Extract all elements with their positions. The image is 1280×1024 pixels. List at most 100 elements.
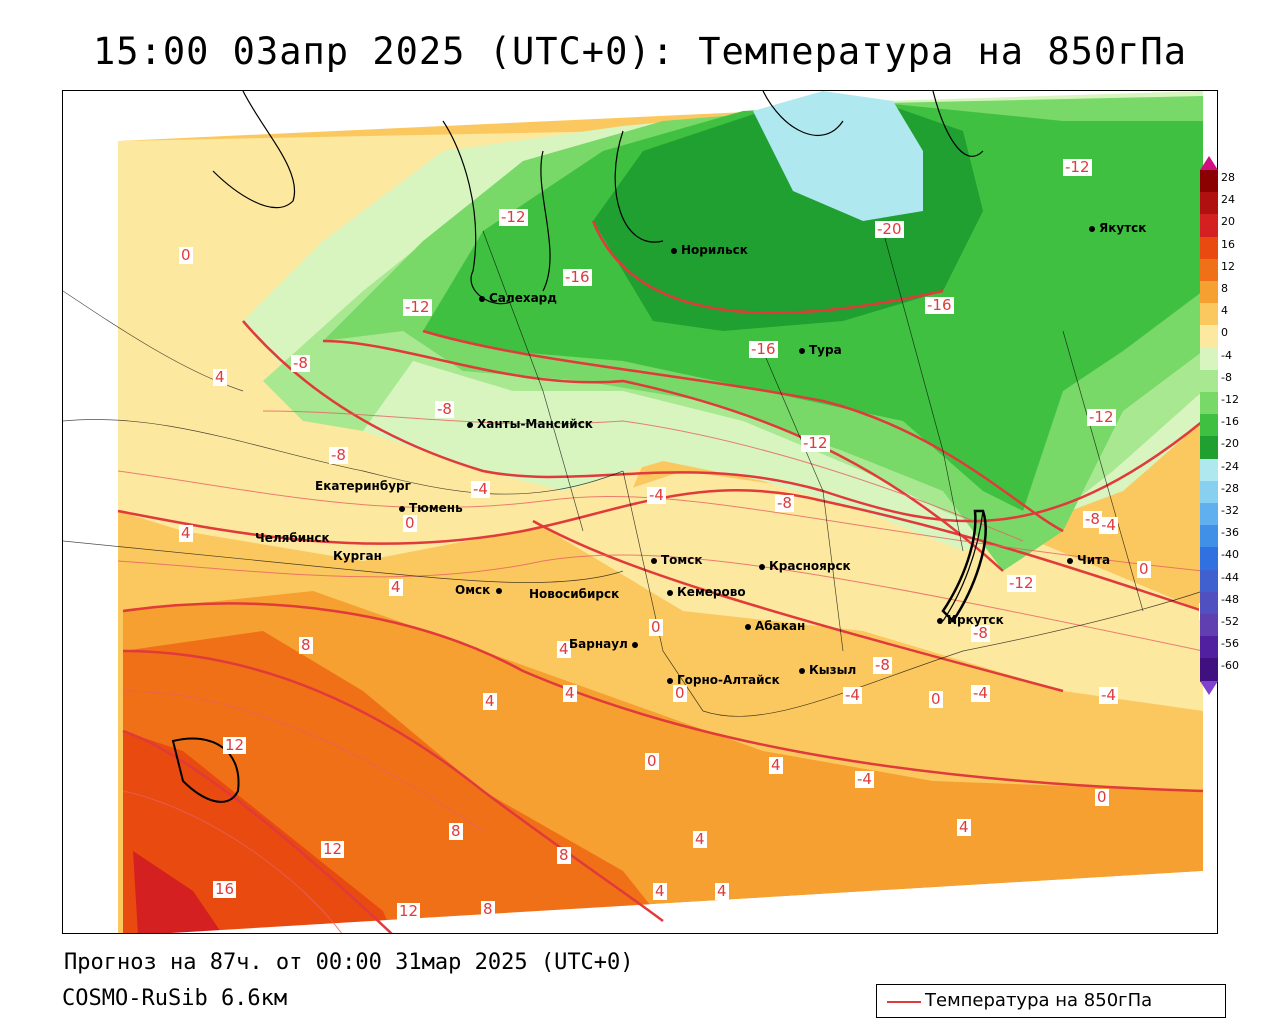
isotherm-label: 4 (483, 692, 497, 710)
scale-tick-label: -20 (1221, 437, 1239, 451)
city-dot-icon (467, 421, 473, 428)
city-marker[interactable]: Екатеринбург (315, 479, 411, 493)
city-dot-icon (631, 641, 638, 648)
city-marker[interactable]: Ханты-Мансийск (467, 417, 593, 431)
scale-tick-label: -24 (1221, 459, 1239, 473)
city-label: Иркутск (947, 613, 1004, 627)
isotherm-label: -20 (875, 220, 904, 238)
temperature-field (63, 91, 1217, 933)
isotherm-label: 4 (957, 818, 971, 836)
isotherm-label: -12 (1063, 158, 1092, 176)
isotherm-label: -8 (329, 446, 348, 464)
isotherm-label: 0 (649, 618, 663, 636)
city-marker[interactable]: Горно-Алтайск (667, 673, 780, 687)
isotherm-label: -12 (801, 434, 830, 452)
scale-color-cell (1200, 303, 1218, 327)
isotherm-label: -8 (971, 624, 990, 642)
city-marker[interactable]: Чита (1067, 553, 1110, 567)
light-warm-zone (533, 471, 1203, 711)
city-marker[interactable]: Салехард (479, 291, 557, 305)
city-label: Тура (809, 343, 842, 357)
scale-tick-label: -48 (1221, 592, 1239, 606)
isotherm-label: 0 (179, 246, 193, 264)
scale-color-cell (1200, 525, 1218, 549)
scale-color-cell (1200, 658, 1218, 682)
scale-color-cell (1200, 614, 1218, 638)
admin-borders (63, 230, 1204, 717)
isotherm-label: 0 (929, 690, 943, 708)
hottest-zone (123, 731, 393, 933)
isotherm-label: -8 (775, 494, 794, 512)
scale-tick-label: -16 (1221, 415, 1239, 429)
city-marker[interactable]: Абакан (745, 619, 805, 633)
isotherm-label: -16 (749, 340, 778, 358)
legend-label: Температура на 850гПа (925, 990, 1153, 1011)
city-marker[interactable]: Курган (333, 549, 382, 563)
isotherm-label: 4 (213, 368, 227, 386)
city-marker[interactable]: Омск (455, 583, 506, 597)
city-marker[interactable]: Челябинск (255, 531, 330, 545)
city-marker[interactable]: Иркутск (937, 613, 1004, 627)
scale-color-cell (1200, 547, 1218, 571)
city-dot-icon (759, 563, 765, 570)
scale-color-cell (1200, 325, 1218, 349)
city-marker[interactable]: Норильск (671, 243, 748, 257)
thin-isotherm-lines (117, 410, 1204, 933)
city-label: Якутск (1099, 221, 1147, 235)
scale-color-cell (1200, 258, 1218, 282)
isotherm-label: -12 (1007, 574, 1036, 592)
isotherm-label: -12 (1087, 408, 1116, 426)
scale-color-cell (1200, 569, 1218, 593)
city-marker[interactable]: Якутск (1089, 221, 1146, 235)
scale-bottom-arrow-icon (1200, 680, 1218, 695)
city-label: Ханты-Мансийск (477, 417, 593, 431)
arctic-cold-pocket (753, 91, 923, 221)
city-marker[interactable]: Тура (799, 343, 842, 357)
city-dot-icon (399, 505, 405, 512)
isotherm-label: -4 (855, 770, 874, 788)
city-marker[interactable]: Тюмень (399, 501, 463, 515)
scale-tick-label: 16 (1221, 237, 1235, 251)
city-label: Красноярск (769, 559, 851, 573)
scale-top-arrow-icon (1200, 156, 1218, 170)
city-marker[interactable]: Томск (651, 553, 703, 567)
city-marker[interactable]: Кемерово (667, 585, 746, 599)
scale-color-cell (1200, 591, 1218, 615)
isotherm-label: -4 (1099, 686, 1118, 704)
scale-tick-label: 4 (1221, 304, 1228, 318)
isotherm-label: 4 (693, 830, 707, 848)
city-marker[interactable]: Красноярск (759, 559, 851, 573)
city-label: Екатеринбург (315, 479, 411, 493)
scale-tick-label: -28 (1221, 481, 1239, 495)
map-legend: Температура на 850гПа (876, 984, 1226, 1018)
city-dot-icon (667, 589, 673, 596)
city-marker[interactable]: Барнаул (569, 637, 642, 651)
scale-color-cell (1200, 236, 1218, 260)
isotherm-label: -8 (1083, 510, 1102, 528)
city-marker[interactable]: Кызыл (799, 663, 856, 677)
isotherm-label: -12 (499, 208, 528, 226)
isotherm-label: 16 (213, 880, 237, 898)
isotherm-line-icon (887, 1001, 921, 1003)
scale-color-cell (1200, 214, 1218, 238)
city-label: Челябинск (255, 531, 330, 545)
isotherm-label: -4 (471, 480, 490, 498)
city-dot-icon (667, 677, 673, 684)
city-dot-icon (479, 295, 485, 302)
isotherm-label: -4 (971, 684, 990, 702)
scale-tick-label: -4 (1221, 348, 1232, 362)
city-dot-icon (745, 623, 751, 630)
hottest-zone-core (133, 851, 222, 933)
city-marker[interactable]: Новосибирск (529, 587, 619, 601)
temperature-map[interactable]: -12 -20 -16 -16 -12 -16 -12 -12 -8 -8 -8… (62, 90, 1218, 934)
isotherm-label: 4 (715, 882, 729, 900)
scale-color-cell (1200, 347, 1218, 371)
city-dot-icon (937, 617, 943, 624)
city-dot-icon (651, 557, 657, 564)
scale-color-cell (1200, 636, 1218, 660)
isotherm-label: -4 (843, 686, 862, 704)
isotherm-lines (117, 220, 1204, 933)
city-label: Абакан (755, 619, 806, 633)
scale-tick-label: 8 (1221, 282, 1228, 295)
scale-color-cell (1200, 369, 1218, 393)
